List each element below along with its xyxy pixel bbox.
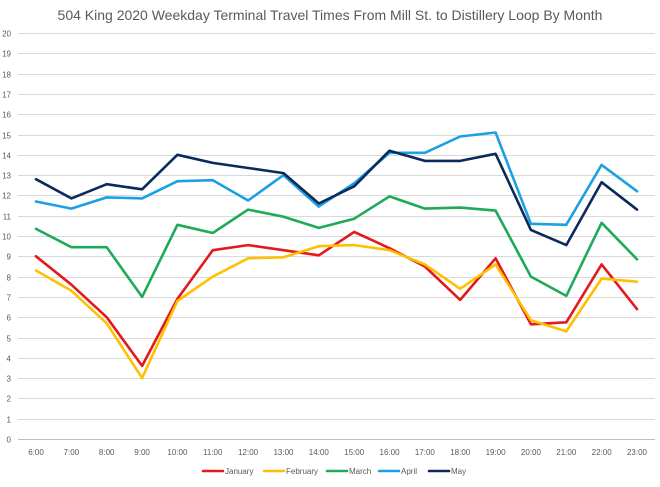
y-tick-label: 8 bbox=[7, 274, 12, 283]
y-tick-label: 0 bbox=[7, 436, 12, 445]
x-tick-label: 17:00 bbox=[415, 448, 436, 457]
legend: January February March April May bbox=[201, 467, 466, 476]
series-line-may bbox=[34, 149, 639, 247]
x-tick-label: 7:00 bbox=[64, 448, 80, 457]
y-tick-label: 5 bbox=[7, 335, 12, 344]
y-tick-label: 9 bbox=[7, 253, 12, 262]
legend-label-april: April bbox=[401, 467, 417, 476]
y-tick-label: 20 bbox=[2, 30, 11, 39]
x-tick-label: 16:00 bbox=[380, 448, 401, 457]
chart-title: 504 King 2020 Weekday Terminal Travel Ti… bbox=[57, 7, 603, 23]
x-tick-label: 11:00 bbox=[203, 448, 223, 457]
x-tick-label: 6:00 bbox=[28, 448, 44, 457]
legend-label-may: May bbox=[451, 467, 466, 476]
y-tick-label: 6 bbox=[7, 314, 12, 323]
x-tick-label: 23:00 bbox=[627, 448, 648, 457]
y-tick-label: 10 bbox=[2, 233, 11, 242]
x-tick-label: 18:00 bbox=[450, 448, 471, 457]
x-tick-label: 21:00 bbox=[556, 448, 577, 457]
y-tick-label: 3 bbox=[7, 375, 12, 384]
y-tick-label: 11 bbox=[3, 213, 12, 222]
y-tick-label: 16 bbox=[2, 111, 11, 120]
y-tick-label: 4 bbox=[7, 355, 12, 364]
y-tick-label: 17 bbox=[2, 91, 11, 100]
x-tick-label: 15:00 bbox=[344, 448, 365, 457]
x-axis-ticks: 6:00 7:00 8:00 9:00 10:00 11:00 12:00 13:00 14:0… bbox=[28, 448, 647, 457]
legend-label-march: March bbox=[349, 467, 371, 476]
series-line-february bbox=[34, 243, 639, 380]
x-tick-label: 9:00 bbox=[134, 448, 150, 457]
y-tick-label: 13 bbox=[2, 172, 11, 181]
y-tick-label: 7 bbox=[7, 294, 12, 303]
y-tick-label: 12 bbox=[2, 192, 11, 201]
y-tick-label: 14 bbox=[2, 152, 11, 161]
y-tick-label: 18 bbox=[2, 71, 11, 80]
x-tick-label: 12:00 bbox=[238, 448, 259, 457]
x-tick-label: 20:00 bbox=[521, 448, 542, 457]
x-tick-label: 22:00 bbox=[592, 448, 613, 457]
series-lines bbox=[34, 131, 639, 380]
series-line-january bbox=[34, 230, 639, 368]
y-tick-label: 15 bbox=[2, 132, 11, 141]
legend-label-january: January bbox=[225, 467, 253, 476]
y-tick-label: 19 bbox=[2, 50, 11, 59]
x-tick-label: 14:00 bbox=[309, 448, 330, 457]
x-tick-label: 19:00 bbox=[486, 448, 507, 457]
legend-label-february: February bbox=[286, 467, 318, 476]
y-tick-label: 2 bbox=[7, 395, 12, 404]
y-tick-label: 1 bbox=[7, 416, 12, 425]
series-line-march bbox=[34, 195, 639, 299]
x-tick-label: 13:00 bbox=[273, 448, 294, 457]
series-line-april bbox=[34, 131, 639, 227]
x-tick-label: 10:00 bbox=[167, 448, 188, 457]
x-tick-label: 8:00 bbox=[99, 448, 115, 457]
gridlines bbox=[18, 33, 655, 440]
